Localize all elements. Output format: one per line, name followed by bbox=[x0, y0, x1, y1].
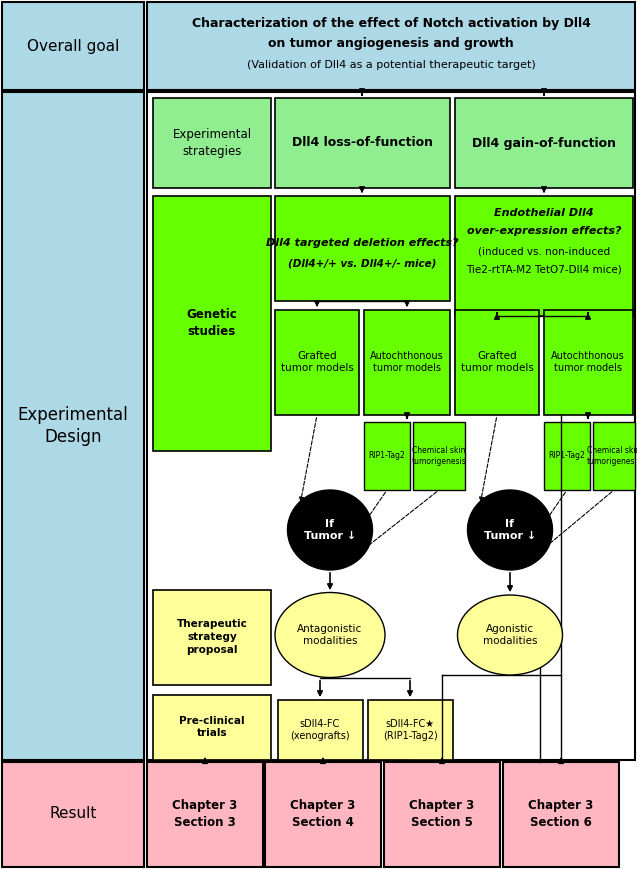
Text: Result: Result bbox=[49, 806, 97, 821]
Ellipse shape bbox=[287, 490, 373, 570]
Text: Endothelial Dll4: Endothelial Dll4 bbox=[494, 208, 594, 218]
FancyBboxPatch shape bbox=[147, 2, 635, 90]
FancyBboxPatch shape bbox=[364, 422, 410, 490]
Text: Chemical skin
tumorigenesis: Chemical skin tumorigenesis bbox=[412, 446, 466, 467]
FancyBboxPatch shape bbox=[147, 92, 635, 760]
FancyBboxPatch shape bbox=[593, 422, 635, 490]
FancyBboxPatch shape bbox=[455, 98, 633, 188]
Text: Dll4 loss-of-function: Dll4 loss-of-function bbox=[292, 136, 433, 149]
FancyBboxPatch shape bbox=[2, 92, 144, 760]
Text: over-expression effects?: over-expression effects? bbox=[467, 226, 621, 236]
FancyBboxPatch shape bbox=[544, 422, 590, 490]
Ellipse shape bbox=[468, 490, 552, 570]
Text: Chapter 3
Section 3: Chapter 3 Section 3 bbox=[173, 799, 238, 829]
FancyBboxPatch shape bbox=[503, 762, 619, 867]
Text: on tumor angiogenesis and growth: on tumor angiogenesis and growth bbox=[268, 37, 514, 50]
Text: Agonistic
modalities: Agonistic modalities bbox=[483, 624, 537, 647]
Ellipse shape bbox=[275, 593, 385, 678]
Text: Characterization of the effect of Notch activation by Dll4: Characterization of the effect of Notch … bbox=[192, 17, 590, 30]
Text: Tie2-rtTA-M2 TetO7-Dll4 mice): Tie2-rtTA-M2 TetO7-Dll4 mice) bbox=[466, 264, 622, 274]
FancyBboxPatch shape bbox=[147, 762, 263, 867]
FancyBboxPatch shape bbox=[368, 700, 453, 760]
Text: (Dll4+/+ vs. Dll4+/- mice): (Dll4+/+ vs. Dll4+/- mice) bbox=[288, 258, 436, 268]
Text: Chemical skin
tumorigenesis: Chemical skin tumorigenesis bbox=[587, 446, 637, 467]
FancyBboxPatch shape bbox=[275, 196, 450, 301]
FancyBboxPatch shape bbox=[364, 310, 450, 415]
Ellipse shape bbox=[457, 595, 562, 675]
Text: Overall goal: Overall goal bbox=[27, 38, 119, 54]
FancyBboxPatch shape bbox=[544, 310, 633, 415]
FancyBboxPatch shape bbox=[153, 98, 271, 188]
Text: Autochthonous
tumor models: Autochthonous tumor models bbox=[551, 350, 625, 374]
Text: If
Tumor ↓: If Tumor ↓ bbox=[304, 519, 356, 541]
Text: Dll4 gain-of-function: Dll4 gain-of-function bbox=[472, 136, 616, 149]
FancyBboxPatch shape bbox=[275, 98, 450, 188]
FancyBboxPatch shape bbox=[153, 196, 271, 451]
Text: Pre-clinical
trials: Pre-clinical trials bbox=[179, 715, 245, 739]
FancyBboxPatch shape bbox=[455, 310, 539, 415]
Text: Grafted
tumor models: Grafted tumor models bbox=[280, 350, 354, 374]
FancyBboxPatch shape bbox=[2, 2, 144, 90]
FancyBboxPatch shape bbox=[265, 762, 381, 867]
Text: sDll4-FC
(xenografts): sDll4-FC (xenografts) bbox=[290, 719, 350, 741]
FancyBboxPatch shape bbox=[384, 762, 500, 867]
Text: Genetic
studies: Genetic studies bbox=[187, 308, 238, 338]
FancyBboxPatch shape bbox=[275, 310, 359, 415]
FancyBboxPatch shape bbox=[413, 422, 465, 490]
FancyBboxPatch shape bbox=[153, 590, 271, 685]
Text: RIP1-Tag2: RIP1-Tag2 bbox=[369, 452, 405, 461]
Text: Dll4 targeted deletion effects?: Dll4 targeted deletion effects? bbox=[266, 238, 458, 248]
FancyBboxPatch shape bbox=[153, 695, 271, 760]
Text: Chapter 3
Section 6: Chapter 3 Section 6 bbox=[528, 799, 594, 829]
Text: Experimental
strategies: Experimental strategies bbox=[173, 129, 252, 158]
Text: sDll4-FC★
(RIP1-Tag2): sDll4-FC★ (RIP1-Tag2) bbox=[383, 719, 438, 741]
Text: (induced vs. non-induced: (induced vs. non-induced bbox=[478, 246, 610, 256]
Text: If
Tumor ↓: If Tumor ↓ bbox=[484, 519, 536, 541]
Text: Chapter 3
Section 5: Chapter 3 Section 5 bbox=[410, 799, 475, 829]
Text: Antagonistic
modalities: Antagonistic modalities bbox=[297, 624, 362, 647]
FancyBboxPatch shape bbox=[2, 762, 144, 867]
Text: RIP1-Tag2: RIP1-Tag2 bbox=[548, 452, 585, 461]
Text: Autochthonous
tumor models: Autochthonous tumor models bbox=[370, 350, 444, 374]
Text: Experimental
Design: Experimental Design bbox=[18, 406, 129, 447]
FancyBboxPatch shape bbox=[278, 700, 363, 760]
Text: Chapter 3
Section 4: Chapter 3 Section 4 bbox=[290, 799, 355, 829]
Text: Therapeutic
strategy
proposal: Therapeutic strategy proposal bbox=[176, 620, 247, 655]
Text: (Validation of Dll4 as a potential therapeutic target): (Validation of Dll4 as a potential thera… bbox=[247, 60, 535, 70]
FancyBboxPatch shape bbox=[455, 196, 633, 316]
Text: Grafted
tumor models: Grafted tumor models bbox=[461, 350, 533, 374]
